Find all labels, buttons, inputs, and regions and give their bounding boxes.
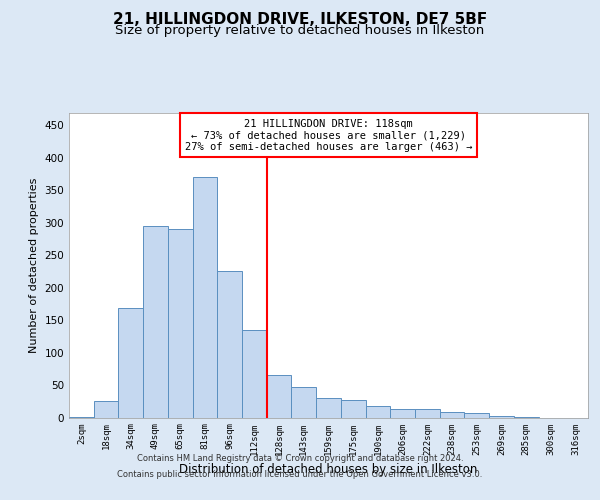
Bar	[341, 400, 365, 417]
Bar	[168, 228, 193, 418]
X-axis label: Distribution of detached houses by size in Ilkeston: Distribution of detached houses by size …	[179, 463, 478, 476]
Text: Contains public sector information licensed under the Open Government Licence v3: Contains public sector information licen…	[118, 470, 482, 479]
Bar	[69, 417, 94, 418]
Bar	[292, 387, 316, 418]
Bar	[94, 402, 118, 417]
Bar	[118, 308, 143, 418]
Text: Contains HM Land Registry data © Crown copyright and database right 2024.: Contains HM Land Registry data © Crown c…	[137, 454, 463, 463]
Bar	[316, 398, 341, 417]
Bar	[489, 416, 514, 418]
Bar	[415, 409, 440, 418]
Bar	[143, 226, 168, 418]
Bar	[390, 409, 415, 418]
Bar	[193, 178, 217, 418]
Bar	[464, 413, 489, 418]
Text: 21, HILLINGDON DRIVE, ILKESTON, DE7 5BF: 21, HILLINGDON DRIVE, ILKESTON, DE7 5BF	[113, 12, 487, 28]
Bar	[514, 417, 539, 418]
Text: 21 HILLINGDON DRIVE: 118sqm
← 73% of detached houses are smaller (1,229)
27% of : 21 HILLINGDON DRIVE: 118sqm ← 73% of det…	[185, 118, 472, 152]
Bar	[267, 376, 292, 418]
Bar	[365, 406, 390, 417]
Bar	[217, 272, 242, 418]
Y-axis label: Number of detached properties: Number of detached properties	[29, 178, 39, 352]
Text: Size of property relative to detached houses in Ilkeston: Size of property relative to detached ho…	[115, 24, 485, 37]
Bar	[242, 330, 267, 418]
Bar	[440, 412, 464, 418]
